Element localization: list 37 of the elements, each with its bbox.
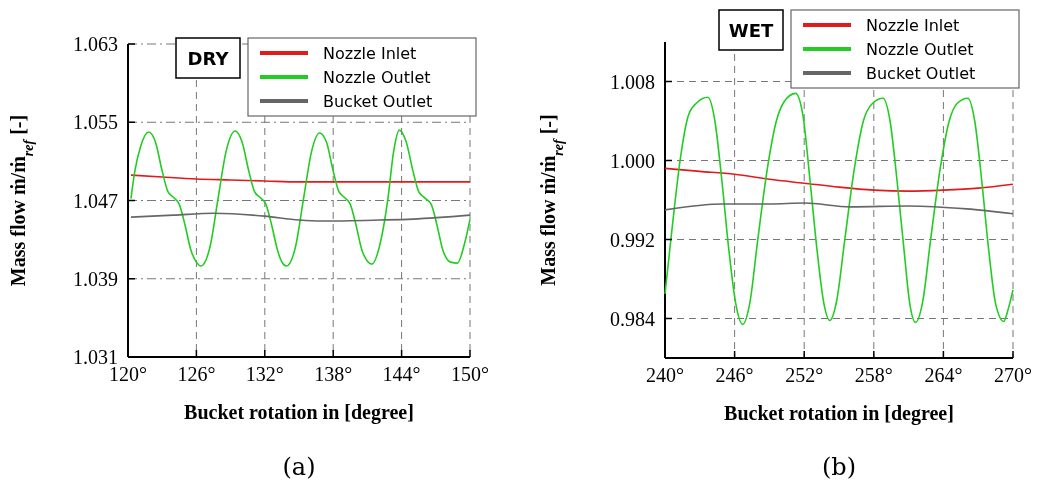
x-tick-label: 132° [245,363,284,385]
line-series [664,167,1014,192]
legend-label: Nozzle Outlet [866,39,974,59]
legend-label: Nozzle Inlet [323,43,417,63]
legend-label: Nozzle Outlet [323,67,431,87]
x-tick-label: 126° [177,363,216,385]
text: (b) [821,453,857,481]
legend-label: Bucket Outlet [866,63,976,83]
x-tick-label: 258° [854,364,893,386]
y-tick-label: 1.063 [73,33,118,55]
x-tick-label: 240° [646,364,684,386]
x-tick-label: 264° [924,364,963,386]
y-tick-label: 1.047 [73,189,118,212]
y-tick-label: 0.984 [610,307,655,330]
text: (a) [282,453,316,481]
legend-label: Nozzle Inlet [866,15,960,35]
x-tick-label: 150° [451,363,489,385]
y-tick-label: 0.992 [610,228,655,251]
x-axis-title: Bucket rotation in [degree] [184,401,414,424]
line-series [130,212,471,222]
text: WET [728,20,774,41]
line-series [664,92,1014,326]
legend-label: Bucket Outlet [323,91,433,111]
y-tick-label: 1.000 [610,149,655,172]
x-tick-label: 246° [715,364,754,386]
x-axis-title: Bucket rotation in [degree] [724,402,954,425]
x-tick-label: 138° [314,363,353,385]
x-tick-label: 270° [994,364,1032,386]
line-series [664,202,1014,215]
y-tick-label: 1.055 [73,111,118,134]
x-tick-label: 144° [382,363,421,385]
x-tick-label: 252° [785,364,824,386]
annotation: DRY [187,48,230,69]
y-tick-label: 1.039 [73,267,118,290]
line-series [130,174,471,183]
line-series [130,129,471,267]
y-tick-label: 1.008 [610,70,655,93]
